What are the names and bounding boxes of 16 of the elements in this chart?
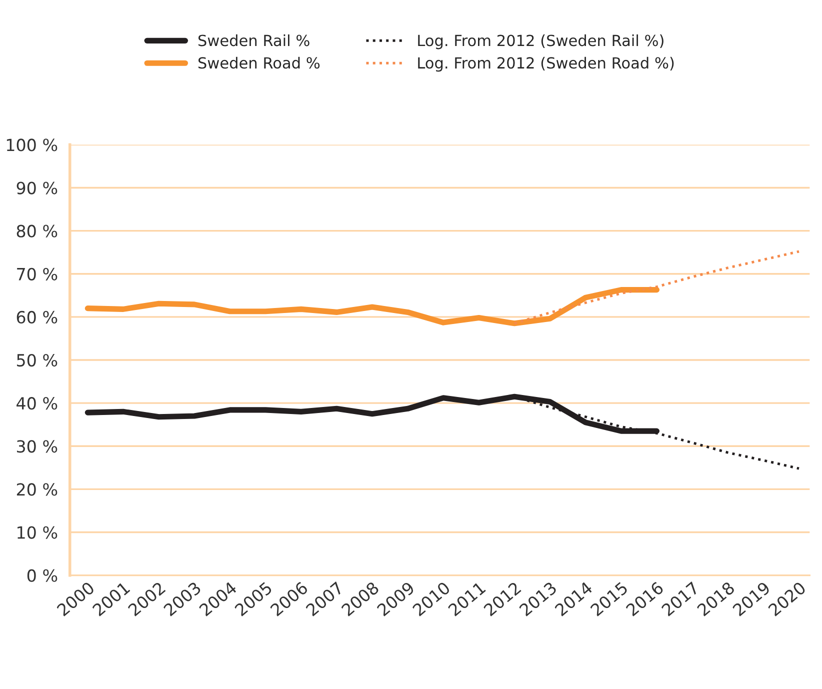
legend-label: Log. From 2012 (Sweden Road %) (418, 56, 674, 72)
y-tick-label: 60 % (16, 310, 58, 324)
y-tick-label: 30 % (16, 440, 58, 453)
legend-label: Sweden Rail % (198, 34, 310, 46)
y-tick-label: 0 % (27, 569, 58, 582)
y-tick-label: 10 % (18, 526, 58, 539)
legend-label: Sweden Road % (198, 56, 320, 69)
y-tick-label: 50 % (17, 354, 58, 367)
y-tick-label: 70 % (17, 268, 58, 280)
line-series (513, 250, 800, 325)
y-tick-label: 90 % (16, 182, 58, 194)
legend-label: Log. From 2012 (Sweden Rail %) (418, 34, 664, 50)
y-tick-label: 20 % (16, 483, 58, 496)
y-tick-label: 100 % (6, 138, 58, 152)
y-tick-label: 40 % (16, 397, 58, 410)
y-tick-label: 80 % (16, 224, 58, 238)
